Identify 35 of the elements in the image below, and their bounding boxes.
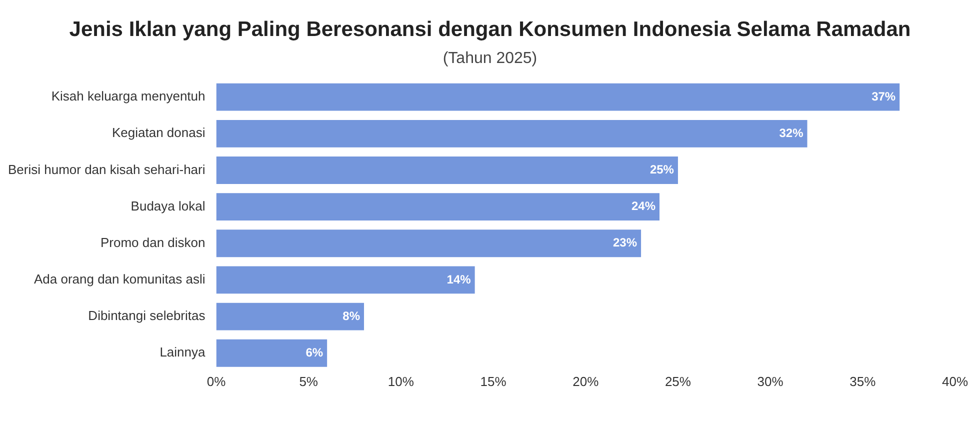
bar	[216, 156, 678, 184]
x-tick-label: 10%	[388, 374, 414, 389]
y-tick-label: Promo dan diskon	[100, 234, 206, 250]
bar	[216, 302, 364, 330]
x-tick-label: 25%	[664, 374, 692, 389]
y-tick-label: Dibintangi selebritas	[88, 308, 206, 324]
bar	[216, 230, 642, 258]
chart-subtitle: (Tahun 2025)	[442, 50, 538, 68]
x-tick-label: 15%	[480, 374, 507, 389]
x-tick-label: 35%	[850, 374, 876, 389]
x-tick-label: 40%	[942, 374, 968, 389]
data-label: 6%	[306, 345, 324, 360]
y-tick-label: Lainnya	[160, 344, 206, 360]
data-label: 23%	[613, 236, 638, 250]
bar	[216, 193, 660, 221]
x-tick-label: 20%	[572, 374, 600, 389]
x-tick-label: 30%	[757, 374, 784, 389]
bar	[216, 266, 475, 294]
chart-title: Jenis Iklan yang Paling Beresonansi dengan Konsumen Indonesia Selama Ramadan	[68, 18, 912, 42]
bar	[216, 83, 900, 111]
data-label: 32%	[779, 126, 804, 140]
y-tick-label: Kegiatan donasi	[112, 125, 206, 140]
x-tick-label: 0%	[206, 374, 226, 389]
bar	[216, 339, 328, 367]
data-label: 37%	[872, 89, 896, 104]
data-label: 25%	[650, 162, 674, 177]
data-label: 14%	[446, 272, 472, 286]
data-label: 24%	[631, 199, 656, 214]
data-label: 8%	[342, 308, 360, 323]
y-tick-label: Berisi humor dan kisah sehari-hari	[8, 162, 206, 177]
bar	[216, 120, 808, 148]
y-tick-label: Ada orang dan komunitas asli	[34, 272, 206, 287]
x-tick-label: 5%	[299, 374, 318, 389]
y-tick-label: Budaya lokal	[130, 198, 206, 214]
y-tick-label: Kisah keluarga menyentuh	[51, 88, 206, 104]
